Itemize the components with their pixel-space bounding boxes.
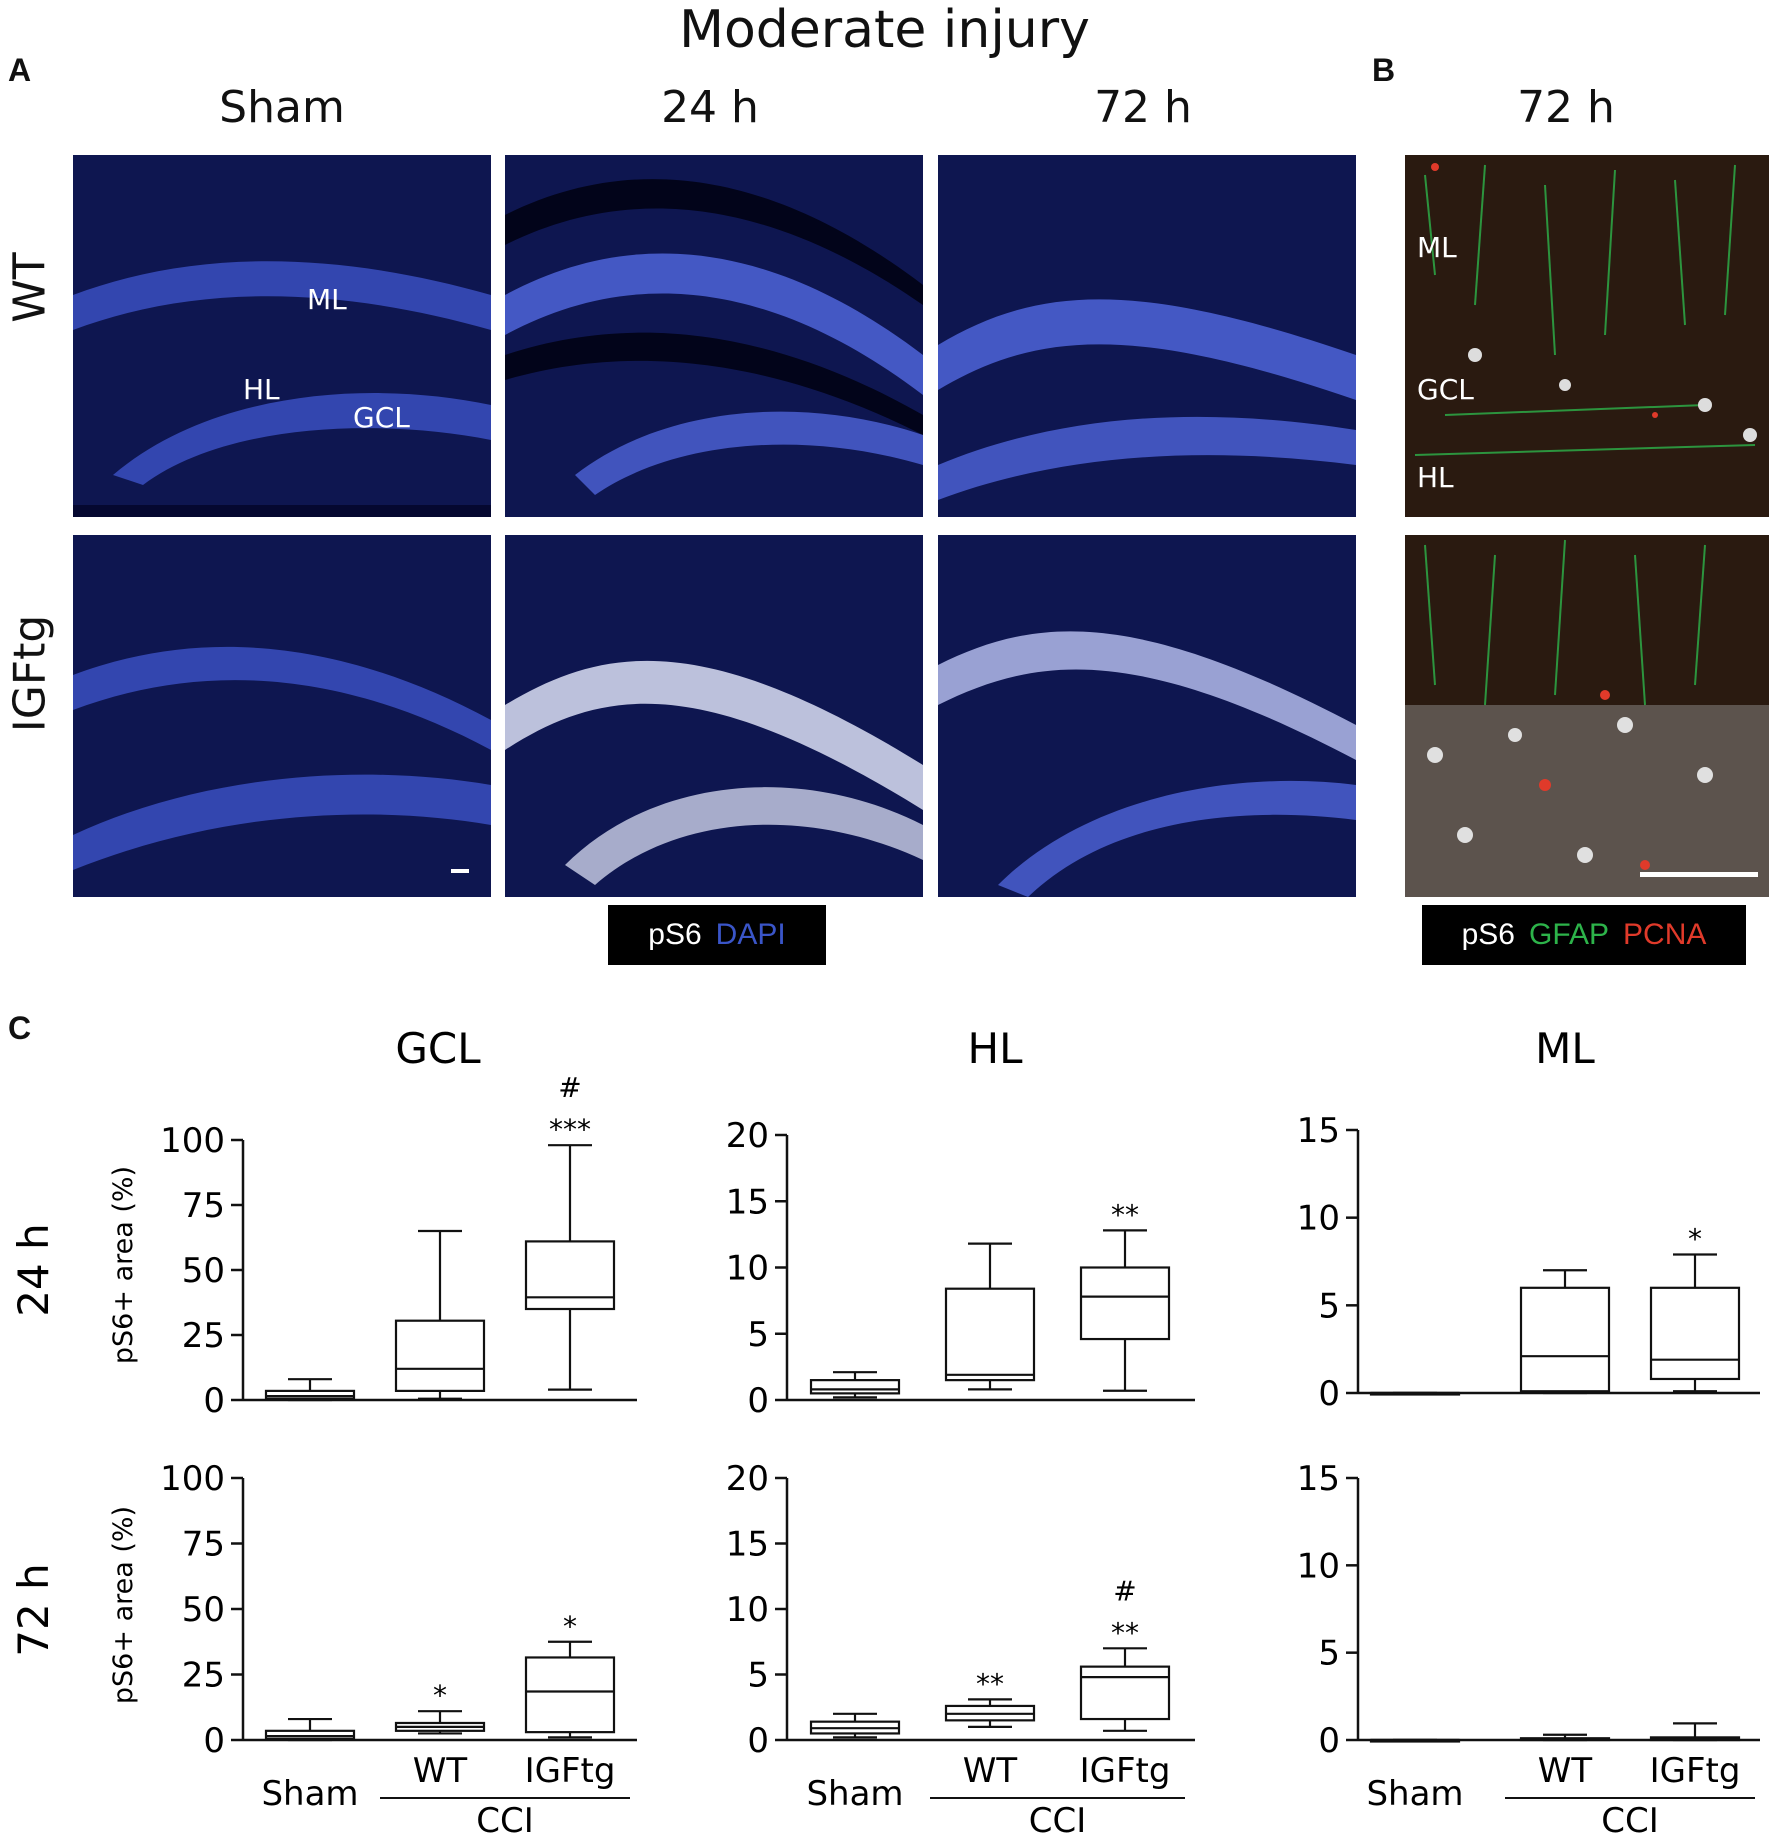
significance-hl-72h-igftg: #	[1113, 1574, 1136, 1607]
legend-ps6: pS6	[648, 918, 702, 951]
y-tick-label-ml-72h: 10	[1297, 1546, 1340, 1586]
significance-hl-24h-igftg: **	[1111, 1198, 1139, 1231]
y-tick-label-hl-24h: 10	[726, 1249, 769, 1289]
box-hl-24h-igftg	[1079, 1266, 1171, 1341]
box-ml-24h-wt	[1519, 1286, 1611, 1393]
y-tick-label-hl-72h: 20	[726, 1459, 769, 1499]
panel-a-letter: A	[8, 52, 32, 88]
chart-title-ml: ML	[1535, 1024, 1595, 1073]
x-label-igftg-ml-72h: IGFtg	[1650, 1751, 1741, 1791]
y-tick-label-gcl-72h: 100	[160, 1459, 225, 1499]
cci-label-ml-72h: CCI	[1601, 1801, 1659, 1838]
legend-dapi: DAPI	[715, 918, 786, 951]
figure-title: Moderate injury	[679, 0, 1090, 60]
x-label-igftg-hl-72h: IGFtg	[1080, 1751, 1171, 1791]
micrograph-wt-sham: ML HL GCL	[73, 155, 491, 517]
y-tick-label-gcl-24h: 50	[182, 1251, 225, 1291]
y-tick-label-hl-72h: 10	[726, 1590, 769, 1630]
y-tick-label-gcl-24h: 100	[160, 1121, 225, 1161]
y-tick-label-gcl-72h: 75	[182, 1525, 225, 1565]
y-tick-label-hl-72h: 15	[726, 1525, 769, 1565]
y-tick-label-hl-24h: 15	[726, 1182, 769, 1222]
y-tick-label-ml-24h: 0	[1318, 1374, 1340, 1414]
legend-b-pcna: PCNA	[1623, 918, 1707, 951]
chart-title-hl: HL	[968, 1024, 1024, 1073]
y-tick-label-hl-24h: 5	[747, 1315, 769, 1355]
y-tick-label-hl-24h: 0	[747, 1381, 769, 1421]
significance-hl-72h-igftg: **	[1111, 1616, 1139, 1649]
y-tick-label-gcl-72h: 0	[203, 1721, 225, 1761]
panel-b-letter: B	[1372, 52, 1396, 88]
box-hl-24h-wt	[944, 1287, 1036, 1382]
box-gcl-72h-sham	[264, 1729, 356, 1740]
region-label-b-hl: HL	[1417, 461, 1454, 494]
significance-ml-24h-igftg: *	[1688, 1222, 1702, 1255]
x-label-sham-gcl-72h: Sham	[261, 1774, 358, 1814]
y-tick-label-ml-72h: 15	[1297, 1459, 1340, 1499]
y-tick-label-ml-24h: 5	[1318, 1286, 1340, 1326]
micrograph-wt-24h	[505, 155, 923, 517]
significance-gcl-72h-igftg: *	[563, 1610, 577, 1643]
legend-b-ps6: pS6	[1461, 918, 1515, 951]
region-label-b-ml: ML	[1417, 231, 1457, 264]
significance-hl-72h-wt: **	[976, 1667, 1004, 1700]
col-label-72h: 72 h	[1094, 82, 1192, 133]
micrograph-igftg-24h	[505, 535, 923, 897]
y-tick-label-gcl-24h: 0	[203, 1381, 225, 1421]
legend-panel-b: pS6 GFAP PCNA	[1422, 905, 1746, 965]
chart-row-label-1: 72 h	[9, 1563, 58, 1656]
y-tick-label-hl-72h: 0	[747, 1721, 769, 1761]
micrograph-b-igftg	[1405, 535, 1769, 897]
y-tick-label-hl-72h: 5	[747, 1656, 769, 1696]
y-tick-label-gcl-24h: 25	[182, 1316, 225, 1356]
micrograph-b-wt: ML GCL HL	[1405, 155, 1769, 517]
y-tick-label-ml-24h: 15	[1297, 1111, 1340, 1151]
box-ml-24h-igftg	[1649, 1286, 1741, 1381]
y-tick-label-ml-72h: 5	[1318, 1634, 1340, 1674]
significance-gcl-72h-wt: *	[433, 1679, 447, 1712]
cci-label-gcl-72h: CCI	[476, 1801, 534, 1838]
legend-panel-a: pS6 DAPI	[608, 905, 826, 965]
region-label-ml: ML	[307, 283, 347, 316]
box-gcl-24h-igftg	[524, 1240, 616, 1311]
col-label-24h: 24 h	[661, 82, 759, 133]
y-tick-label-gcl-24h: 75	[182, 1186, 225, 1226]
significance-gcl-24h-igftg: ***	[549, 1113, 591, 1146]
x-label-sham-hl-72h: Sham	[806, 1774, 903, 1814]
y-tick-label-gcl-72h: 50	[182, 1590, 225, 1630]
box-gcl-24h-sham	[264, 1389, 356, 1400]
box-gcl-72h-igftg	[524, 1656, 616, 1734]
significance-gcl-24h-igftg: #	[558, 1071, 581, 1104]
region-label-hl: HL	[243, 373, 280, 406]
box-hl-24h-sham	[809, 1379, 901, 1395]
scale-bar	[451, 869, 469, 873]
cci-label-hl-72h: CCI	[1029, 1801, 1087, 1838]
x-label-wt-gcl-72h: WT	[413, 1751, 468, 1791]
chart-row-label-0: 24 h	[9, 1223, 58, 1316]
y-axis-label-1: pS6+ area (%)	[108, 1506, 139, 1704]
chart-title-gcl: GCL	[395, 1024, 481, 1073]
y-tick-label-hl-24h: 20	[726, 1116, 769, 1156]
y-axis-label-0: pS6+ area (%)	[108, 1166, 139, 1364]
scale-bar-b	[1640, 872, 1758, 877]
x-label-igftg-gcl-72h: IGFtg	[525, 1751, 616, 1791]
micrograph-igftg-sham	[73, 535, 491, 897]
legend-b-gfap: GFAP	[1529, 918, 1610, 951]
region-label-gcl: GCL	[353, 401, 410, 434]
micrograph-wt-72h	[938, 155, 1356, 517]
box-gcl-24h-wt	[394, 1319, 486, 1392]
y-tick-label-gcl-72h: 25	[182, 1656, 225, 1696]
box-hl-72h-igftg	[1079, 1665, 1171, 1721]
x-label-sham-ml-72h: Sham	[1366, 1774, 1463, 1814]
y-tick-label-ml-72h: 0	[1318, 1721, 1340, 1761]
y-tick-label-ml-24h: 10	[1297, 1199, 1340, 1239]
col-label-b-72h: 72 h	[1517, 82, 1615, 133]
panel-c-letter: C	[8, 1010, 32, 1046]
micrograph-igftg-72h	[938, 535, 1356, 897]
x-label-wt-ml-72h: WT	[1538, 1751, 1593, 1791]
col-label-sham: Sham	[219, 82, 345, 133]
x-label-wt-hl-72h: WT	[963, 1751, 1018, 1791]
region-label-b-gcl: GCL	[1417, 373, 1474, 406]
